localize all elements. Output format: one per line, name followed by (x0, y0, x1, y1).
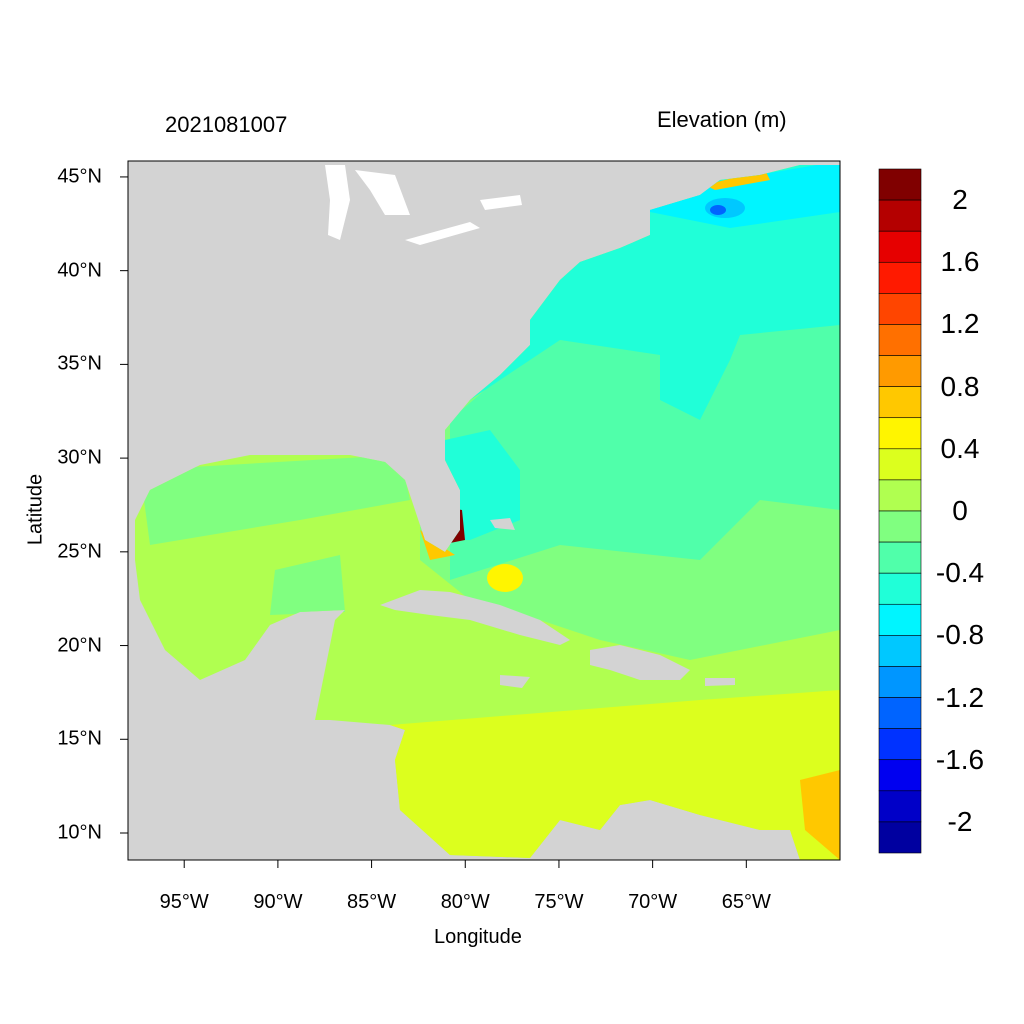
y-tick-label: 20°N (57, 634, 102, 657)
colorbar-bin (878, 293, 922, 325)
colorbar-bin (878, 510, 922, 543)
lake-erie (405, 222, 480, 245)
y-tick-label: 25°N (57, 540, 102, 563)
colorbar (878, 168, 922, 854)
y-tick-label: 40°N (57, 259, 102, 282)
lake-ontario (480, 195, 522, 210)
puerto-rico (705, 678, 735, 686)
colorbar-label: 1.2 (940, 308, 980, 340)
great-lakes (325, 165, 522, 245)
variable-title: Elevation (m) (657, 107, 787, 132)
x-axis-label: Longitude (434, 926, 522, 948)
timestamp-title: 2021081007 (165, 112, 288, 137)
colorbar-label: 0.4 (940, 432, 980, 464)
colorbar-bin (878, 821, 922, 854)
y-tick-label: 35°N (57, 352, 102, 375)
colorbar-bin (878, 386, 922, 419)
islands (380, 518, 735, 688)
y-tick-label: 45°N (57, 165, 102, 188)
bahamas-surge (487, 564, 523, 592)
colorbar-bin (878, 479, 922, 512)
x-tick-label: 90°W (253, 891, 303, 913)
colorbar-bin (878, 541, 922, 574)
ocean-field (135, 165, 840, 860)
gulf-north-zone (140, 455, 410, 545)
colorbar-label: 0 (952, 495, 968, 526)
colorbar-bin (878, 635, 922, 667)
colorbar-label: 1.6 (940, 246, 980, 278)
colorbar-bin (878, 417, 922, 450)
colorbar-bin (878, 728, 922, 761)
x-tick-label: 95°W (159, 891, 209, 913)
colorbar-bin (878, 572, 922, 605)
y-tick-label: 30°N (57, 446, 102, 469)
cuba (380, 590, 570, 645)
colorbar-bin (878, 448, 922, 481)
colorbar-label: -0.8 (935, 619, 985, 651)
colorbar-bin (878, 230, 922, 263)
colorbar-bin (878, 168, 922, 201)
bahamas (490, 518, 515, 530)
plot-frame (127, 160, 841, 861)
caribbean-south-zone (390, 690, 840, 860)
lake-huron (355, 170, 410, 215)
colorbar-bin (878, 261, 922, 294)
colorbar-bin (878, 355, 922, 387)
y-tick-label: 15°N (57, 727, 102, 750)
colorbar-label: -0.4 (935, 557, 985, 589)
colorbar-label: -1.6 (935, 743, 985, 775)
x-tick-label: 75°W (534, 891, 584, 913)
eddy-core (710, 205, 726, 215)
colorbar-bin (878, 790, 922, 823)
axis-ticks (120, 176, 747, 868)
x-tick-label: 65°W (721, 891, 771, 913)
colorbar-bin (878, 603, 922, 636)
venezuela-surge (800, 770, 840, 860)
jamaica (500, 675, 530, 688)
colorbar-bin (878, 759, 922, 792)
colorbar-bin (878, 199, 922, 232)
y-tick-label: 10°N (57, 821, 102, 844)
lake-michigan (325, 165, 350, 240)
loop-current-zone (270, 555, 345, 615)
colorbar-label: 0.8 (940, 370, 980, 402)
colorbar-label: -2 (947, 805, 973, 837)
x-tick-label: 85°W (347, 891, 397, 913)
colorbar-label: -1.2 (935, 681, 985, 713)
hispaniola (590, 645, 690, 680)
colorbar-label: 2 (952, 184, 968, 216)
gulf-of-maine-zone (640, 165, 840, 228)
colorbar-bin (878, 324, 922, 356)
atlantic-mid-zone (450, 325, 840, 580)
colorbar-bin (878, 697, 922, 729)
x-tick-label: 70°W (628, 891, 678, 913)
colorbar-bin (878, 666, 922, 698)
x-tick-label: 80°W (440, 891, 490, 913)
